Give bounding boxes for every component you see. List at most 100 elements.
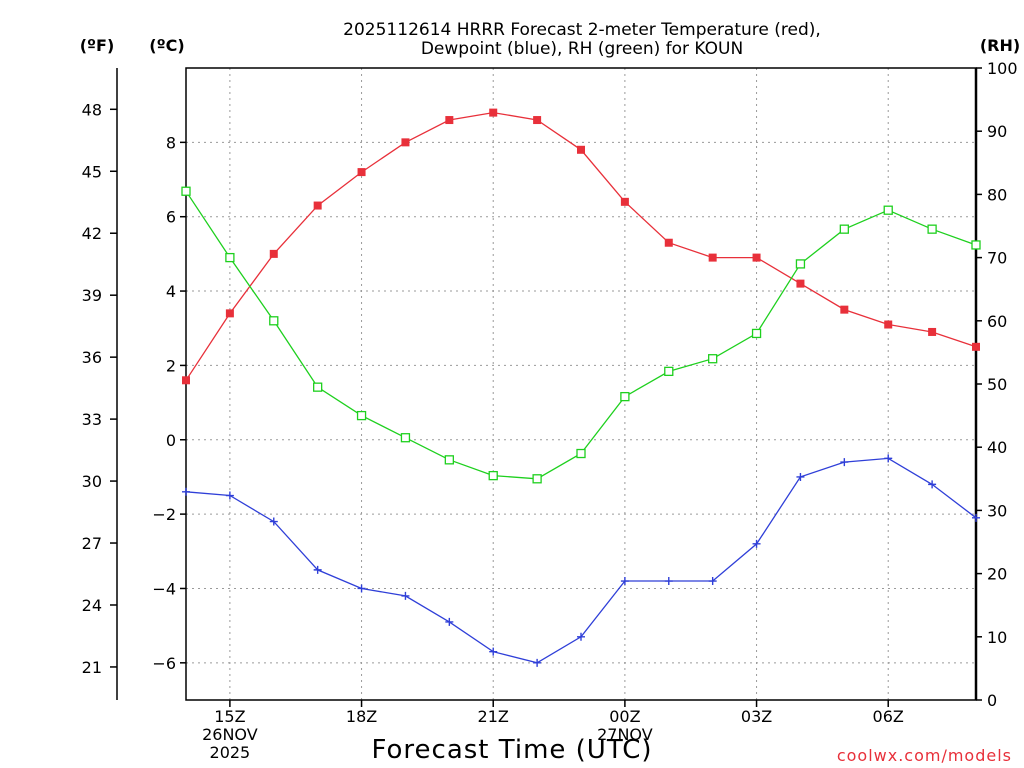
data-point [181, 186, 191, 196]
rh-tick-label: 60 [987, 312, 1007, 331]
data-point [751, 328, 762, 339]
rh-tick-label: 20 [987, 565, 1007, 584]
data-point [269, 249, 278, 258]
fahrenheit-tick-label: 42 [82, 224, 102, 243]
rh-tick-label: 70 [987, 249, 1007, 268]
data-point [313, 565, 322, 574]
axes: −6−4−20246821242730333639424548010203040… [82, 59, 1018, 762]
data-point [883, 205, 893, 215]
data-point [533, 658, 542, 667]
data-point [401, 138, 410, 147]
data-point [313, 382, 323, 392]
data-point [620, 391, 630, 402]
data-point [444, 455, 454, 465]
series-temperature [182, 108, 980, 385]
data-point [752, 253, 761, 262]
data-point [533, 116, 542, 125]
data-series [181, 108, 981, 667]
rh-tick-label: 50 [987, 375, 1007, 394]
x-tick-label: 18Z [346, 707, 377, 726]
credit-label: coolwx.com/models [837, 746, 1012, 765]
fahrenheit-tick-label: 27 [82, 534, 102, 553]
data-point [489, 647, 498, 656]
data-point [884, 320, 893, 329]
data-point [840, 305, 849, 314]
data-point [357, 168, 366, 177]
celsius-tick-label: −2 [152, 505, 176, 524]
fahrenheit-tick-label: 30 [82, 472, 102, 491]
data-point [708, 354, 718, 364]
fahrenheit-tick-label: 24 [82, 596, 102, 615]
rh-tick-label: 40 [987, 438, 1007, 457]
data-point [313, 201, 322, 210]
data-point [928, 480, 937, 489]
data-point [445, 617, 454, 626]
data-point [269, 316, 279, 326]
data-point [225, 309, 234, 318]
data-point [664, 238, 673, 247]
rh-tick-label: 100 [987, 59, 1018, 78]
fahrenheit-tick-label: 36 [82, 348, 102, 367]
rh-unit-label: (RH) [980, 36, 1020, 55]
celsius-tick-label: 6 [166, 208, 176, 227]
celsius-tick-label: 2 [166, 356, 176, 375]
data-point [620, 577, 629, 586]
x-tick-label: 00Z [609, 707, 640, 726]
fahrenheit-tick-label: 48 [82, 100, 102, 119]
celsius-tick-label: 4 [166, 282, 176, 301]
data-point [620, 197, 629, 206]
data-point [401, 591, 410, 600]
rh-tick-label: 0 [987, 691, 997, 710]
fahrenheit-tick-label: 21 [82, 658, 102, 677]
fahrenheit-tick-label: 45 [82, 162, 102, 181]
data-point [357, 584, 366, 593]
data-point [576, 448, 586, 459]
rh-tick-label: 90 [987, 122, 1007, 141]
rh-tick-label: 30 [987, 501, 1007, 520]
fahrenheit-tick-label: 33 [82, 410, 102, 429]
x-tick-label: 03Z [741, 707, 772, 726]
data-point [972, 513, 980, 522]
data-point [708, 253, 717, 262]
data-point [182, 376, 190, 385]
data-point [445, 116, 454, 125]
data-point [664, 366, 674, 377]
data-point [795, 259, 806, 269]
data-point [225, 491, 234, 500]
data-point [225, 252, 235, 263]
series-relative-humidity [181, 186, 981, 484]
data-point [927, 224, 937, 234]
x-tick-label: 15Z [214, 707, 245, 726]
data-point [577, 145, 585, 154]
fahrenheit-tick-label: 39 [82, 286, 102, 305]
data-point [796, 279, 805, 288]
x-tick-label: 2025 [210, 743, 251, 762]
x-tick-label: 21Z [478, 707, 509, 726]
data-point [796, 472, 805, 481]
data-point [532, 474, 542, 484]
celsius-tick-label: 8 [166, 133, 176, 152]
x-tick-label: 26NOV [202, 725, 258, 744]
data-point [708, 577, 717, 586]
data-point [489, 108, 498, 117]
data-point [664, 577, 673, 586]
x-tick-label: 27NOV [597, 725, 653, 744]
celsius-tick-label: 0 [166, 431, 176, 450]
data-point [972, 342, 980, 351]
data-point [928, 327, 937, 336]
data-point [400, 433, 411, 443]
fahrenheit-unit-label: (ºF) [80, 36, 115, 55]
data-point [488, 470, 498, 481]
data-point [182, 487, 190, 496]
chart-title: 2025112614 HRRR Forecast 2-meter Tempera… [343, 20, 821, 40]
data-point [839, 224, 849, 234]
chart-subtitle: Dewpoint (blue), RH (green) for KOUN [421, 39, 743, 59]
data-point [752, 539, 761, 548]
x-axis-label: Forecast Time (UTC) [371, 735, 652, 765]
data-point [356, 410, 367, 421]
celsius-tick-label: −4 [152, 579, 176, 598]
celsius-unit-label: (ºC) [149, 36, 184, 55]
x-tick-label: 06Z [873, 707, 904, 726]
